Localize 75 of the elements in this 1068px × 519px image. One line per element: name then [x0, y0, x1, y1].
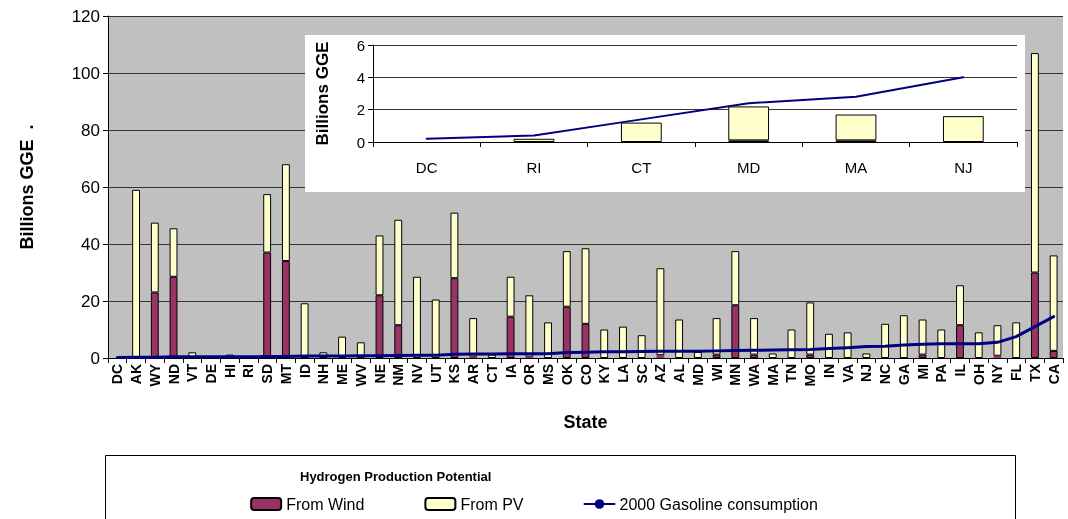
x-tick-label: LA — [614, 364, 631, 383]
legend-label: From PV — [460, 495, 524, 513]
x-tick-label: CT — [631, 159, 652, 176]
y-tick-label: 6 — [356, 36, 365, 54]
x-tick-label: OK — [558, 364, 575, 385]
x-tick-label: HI — [221, 364, 238, 378]
x-tick-label: MA — [844, 159, 868, 176]
x-tick-label: MA — [764, 364, 781, 386]
x-tick-label: ND — [165, 364, 182, 385]
y-tick-label: 2 — [356, 101, 365, 119]
x-tick-label: AZ — [652, 363, 669, 383]
x-tick-label: MO — [802, 363, 819, 387]
x-tick-label: DC — [109, 364, 126, 385]
x-tick-label: KS — [446, 364, 463, 384]
x-tick-label: AK — [128, 364, 145, 385]
x-tick-label: FL — [1008, 363, 1025, 382]
y-tick-label: 60 — [81, 177, 100, 197]
x-tick-label: IN — [820, 364, 837, 378]
x-tick-label: TX — [1026, 363, 1043, 382]
legend-label: From Wind — [286, 495, 365, 513]
x-tick-label: RI — [240, 364, 257, 378]
x-tick-label: AL — [671, 363, 688, 383]
y-tick-label: 0 — [356, 133, 365, 151]
y-tick-label: 40 — [81, 234, 100, 254]
x-tick-label: SD — [259, 364, 276, 384]
y-axis-title: Billions GGE — [313, 41, 332, 146]
x-tick-label: ID — [296, 364, 313, 378]
x-tick-label: WV — [352, 363, 369, 387]
x-tick-label: GA — [895, 364, 912, 385]
x-tick-label: SC — [633, 364, 650, 384]
x-tick-label: RI — [526, 159, 542, 176]
x-tick-label: MT — [277, 363, 294, 385]
x-tick-label: KY — [596, 363, 613, 384]
x-tick-label: UT — [427, 363, 444, 383]
y-tick-label: 0 — [90, 348, 100, 368]
x-tick-label: MS — [540, 364, 557, 385]
x-tick-label: OH — [970, 364, 987, 385]
x-tick-label: VT — [184, 363, 201, 382]
x-tick-label: NH — [315, 364, 332, 385]
x-tick-label: NJ — [954, 159, 973, 176]
x-tick-label: CO — [577, 363, 594, 385]
x-tick-label: CA — [1045, 364, 1062, 385]
x-tick-label: VA — [839, 364, 856, 383]
y-tick-label: 4 — [356, 68, 365, 86]
x-tick-label: TN — [783, 364, 800, 383]
x-tick-label: WI — [708, 364, 725, 382]
x-tick-label: CT — [483, 363, 500, 383]
x-tick-label: AR — [465, 364, 482, 385]
legend-label: 2000 Gasoline consumption — [619, 495, 818, 513]
x-axis-title: State — [563, 412, 608, 432]
x-tick-label: DC — [415, 159, 438, 176]
x-tick-label: MN — [727, 364, 744, 386]
x-tick-label: NY — [989, 363, 1006, 384]
x-tick-label: MD — [689, 364, 706, 386]
x-tick-label: ME — [334, 364, 351, 385]
x-tick-label: WA — [746, 364, 763, 387]
x-tick-label: IL — [952, 363, 969, 377]
y-tick-label: 80 — [81, 120, 100, 140]
x-tick-label: NE — [371, 364, 388, 384]
x-tick-label: NC — [877, 364, 894, 385]
y-axis-title: Billions GGE . — [17, 124, 37, 250]
x-tick-label: OR — [521, 364, 538, 385]
x-tick-label: NV — [408, 363, 425, 384]
x-tick-label: IA — [502, 364, 519, 378]
x-tick-label: MI — [914, 364, 931, 380]
x-tick-label: WY — [146, 363, 163, 387]
x-tick-label: NM — [390, 364, 407, 386]
x-tick-label: MD — [737, 159, 761, 176]
y-tick-label: 100 — [71, 63, 100, 83]
y-tick-label: 20 — [81, 291, 100, 311]
y-tick-label: 120 — [71, 6, 100, 26]
x-tick-label: PA — [933, 364, 950, 383]
x-tick-label: NJ — [858, 364, 875, 382]
x-tick-label: DE — [202, 364, 219, 384]
legend-title: Hydrogen Production Potential — [300, 469, 492, 484]
